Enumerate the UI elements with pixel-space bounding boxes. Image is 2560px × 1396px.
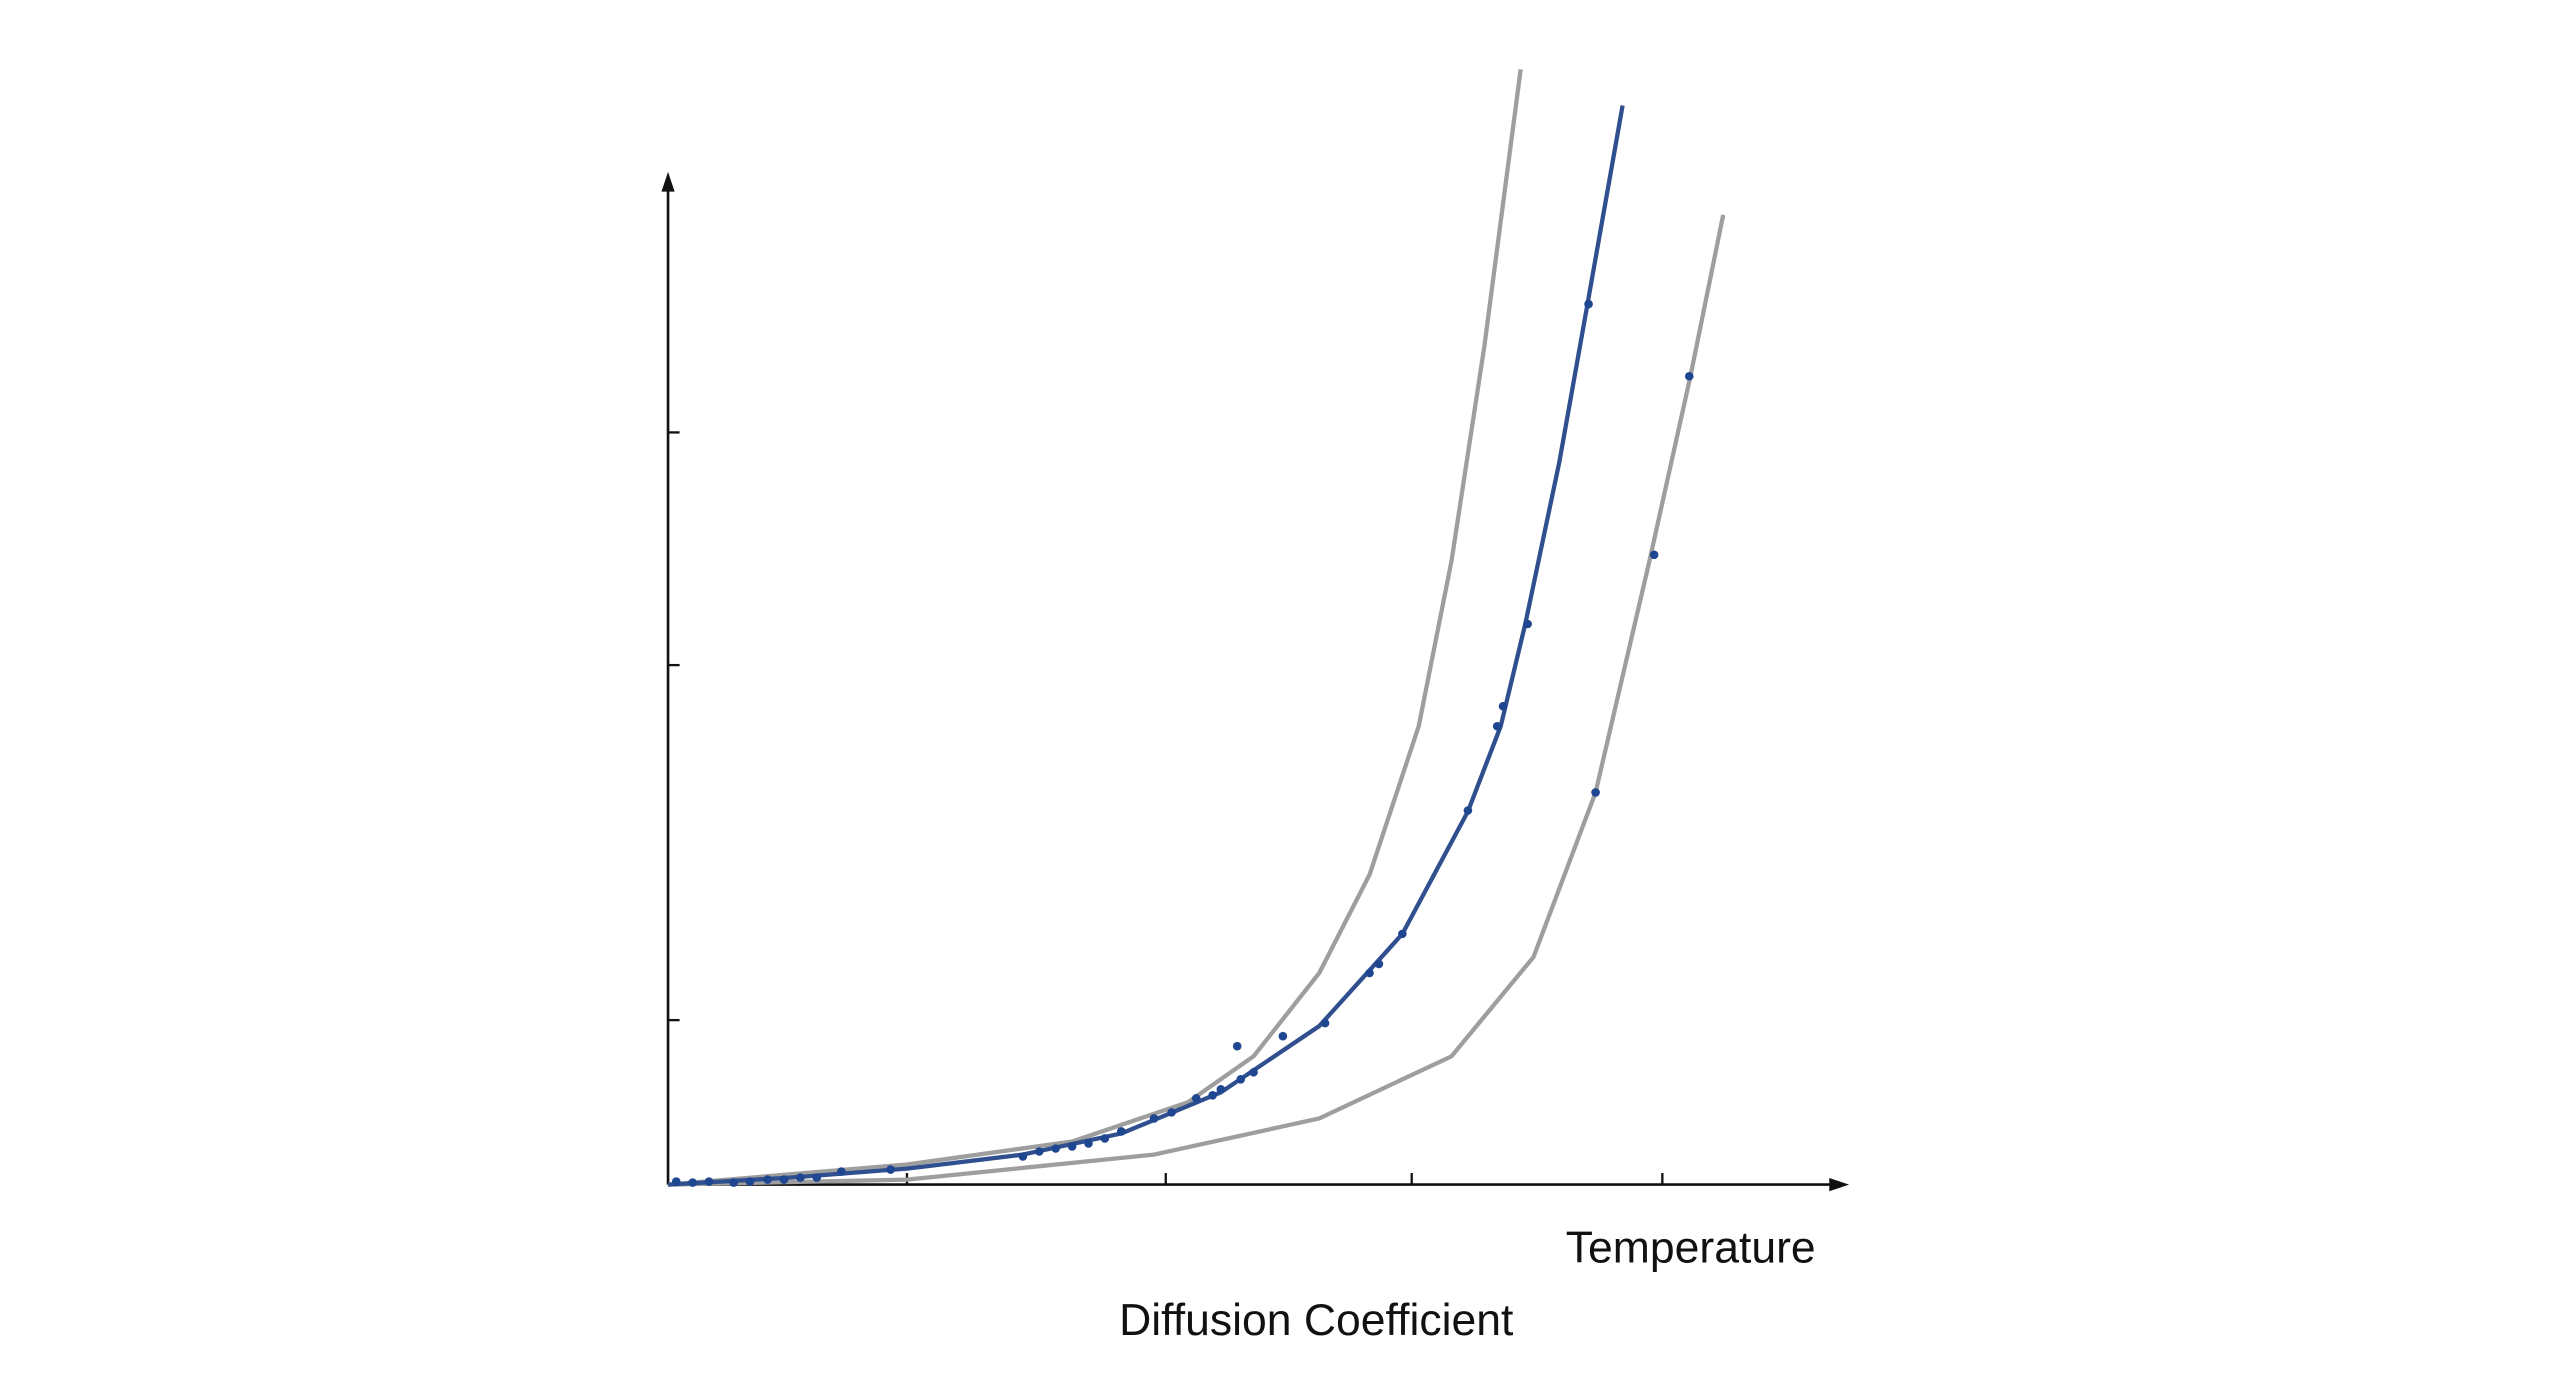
data-point — [745, 1177, 755, 1186]
data-point — [837, 1167, 846, 1176]
data-point — [1398, 929, 1407, 939]
data-point — [688, 1178, 697, 1187]
x-axis-label: Temperature — [1566, 1223, 1816, 1272]
data-point — [1584, 299, 1593, 309]
data-point — [779, 1175, 789, 1184]
data-point — [729, 1178, 738, 1187]
data-point — [1374, 959, 1384, 969]
data-point — [1208, 1091, 1217, 1100]
data-point — [1149, 1114, 1159, 1123]
data-point — [1035, 1147, 1044, 1156]
data-point — [1018, 1152, 1028, 1161]
curve — [667, 105, 1625, 1187]
data-point — [1463, 806, 1473, 815]
x-axis-arrow — [1829, 1178, 1850, 1192]
data-point — [763, 1175, 772, 1184]
data-point — [1278, 1031, 1288, 1041]
curve — [667, 69, 1523, 1187]
data-point — [1523, 619, 1532, 629]
data-point — [1067, 1142, 1077, 1151]
data-point — [1116, 1127, 1126, 1136]
data-point — [1051, 1144, 1060, 1153]
plot-area — [661, 69, 1850, 1192]
curve — [667, 214, 1726, 1187]
data-point — [1100, 1134, 1110, 1143]
data-point — [1084, 1139, 1093, 1148]
y-axis-arrow — [661, 171, 675, 192]
data-point — [1591, 788, 1600, 797]
data-point — [1167, 1108, 1176, 1117]
data-point — [796, 1173, 805, 1182]
data-point — [1191, 1094, 1201, 1103]
data-point — [1684, 371, 1694, 381]
data-point — [1216, 1085, 1226, 1094]
data-point — [812, 1173, 822, 1182]
data-point — [1492, 721, 1502, 731]
data-point — [671, 1177, 681, 1186]
data-point — [1249, 1067, 1258, 1077]
data-point — [704, 1177, 714, 1186]
data-point — [1498, 701, 1508, 711]
data-point — [886, 1165, 895, 1174]
data-point — [1236, 1075, 1246, 1084]
data-point — [1365, 968, 1374, 978]
data-point — [1649, 550, 1659, 560]
y-axis-label: Diffusion Coefficient — [1119, 1296, 1514, 1345]
data-point — [1232, 1041, 1242, 1051]
data-point — [1320, 1018, 1330, 1028]
